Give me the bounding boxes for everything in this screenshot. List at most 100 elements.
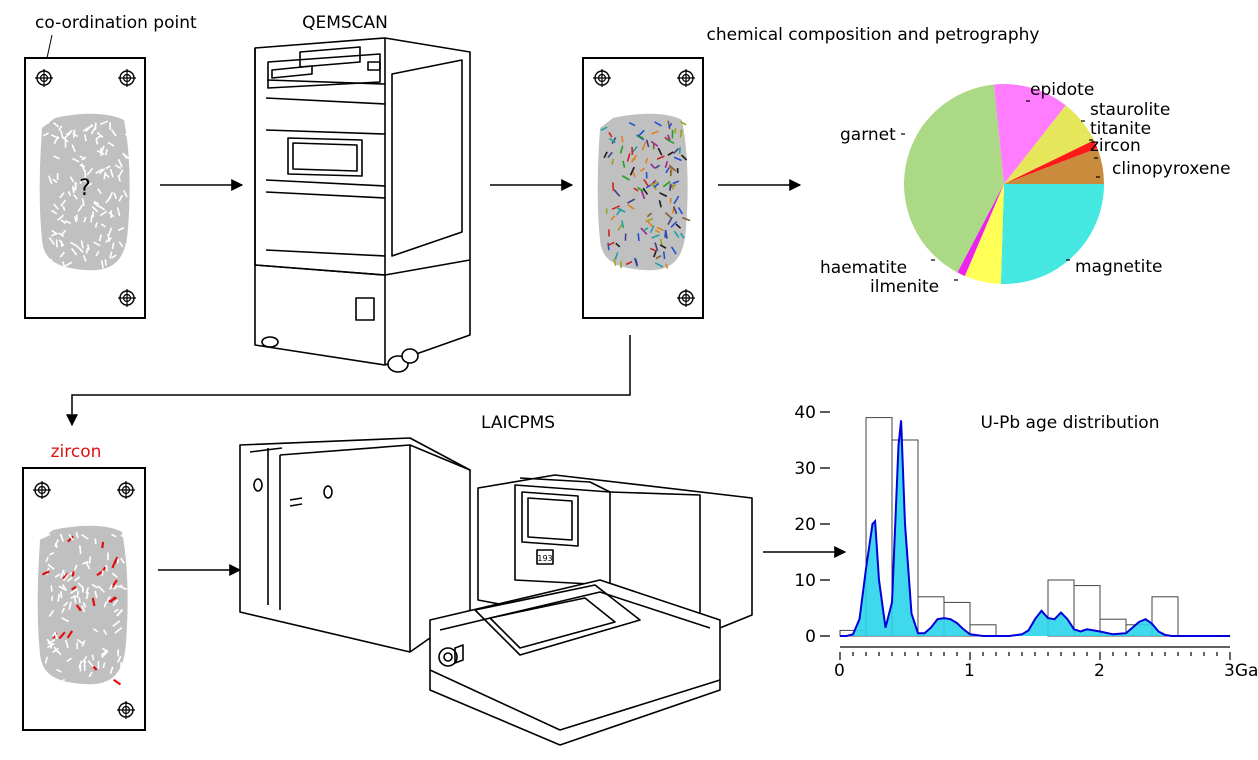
mineral-grain xyxy=(62,136,69,143)
kde-line xyxy=(840,420,1230,637)
mineral-grain xyxy=(116,558,120,564)
mineral-grain xyxy=(671,183,677,190)
mineral-grain xyxy=(653,182,660,188)
mineral-grain xyxy=(71,185,75,193)
mineral-grain xyxy=(71,585,77,591)
mineral-grain xyxy=(104,173,110,178)
laser-unit-display: 193 xyxy=(537,554,552,563)
mineral-grain xyxy=(124,123,130,128)
mineral-grain xyxy=(107,141,115,147)
mineral-grain xyxy=(105,564,108,572)
mineral-grain xyxy=(654,262,664,268)
mineral-grain xyxy=(109,584,113,590)
mineral-grain xyxy=(88,671,93,678)
mineral-grain xyxy=(646,212,653,218)
mineral-grain xyxy=(643,179,649,187)
mineral-grain xyxy=(60,591,63,599)
mineral-grain xyxy=(97,188,102,195)
mineral-grain xyxy=(48,236,56,246)
mineral-grain xyxy=(111,533,117,538)
mineral-grain xyxy=(659,244,667,249)
mineral-grain xyxy=(54,539,59,547)
mineral-grain xyxy=(673,128,677,134)
age-chart-title: U-Pb age distribution xyxy=(981,413,1160,433)
mineral-grain xyxy=(83,134,87,142)
mineral-grain xyxy=(49,551,55,556)
mineral-grain xyxy=(651,234,660,239)
mineral-grain xyxy=(85,587,90,594)
mineral-grain xyxy=(658,200,662,208)
mineral-grain xyxy=(95,168,103,174)
mineral-grain xyxy=(62,205,66,211)
mineral-grain xyxy=(645,217,654,223)
mineral-grain xyxy=(649,225,655,233)
mineral-grain xyxy=(60,199,67,207)
mineral-grain xyxy=(53,203,59,210)
mineral-grain xyxy=(59,192,65,199)
mineral-grain xyxy=(63,601,69,607)
y-tick-label: 0 xyxy=(805,627,816,647)
pie-slice-clinopyroxene xyxy=(1004,148,1104,184)
mineral-grain xyxy=(109,168,114,178)
mineral-grain xyxy=(670,246,677,255)
mineral-grain xyxy=(124,133,132,140)
mineral-grain xyxy=(673,230,680,239)
mineral-grain xyxy=(57,593,61,602)
mineral-grain xyxy=(669,183,672,191)
mineral-grain xyxy=(117,655,122,663)
mineral-grain xyxy=(41,570,50,576)
y-tick-label: 10 xyxy=(794,571,816,591)
mineral-grain xyxy=(672,180,680,185)
mineral-grain xyxy=(98,234,103,242)
mineral-grain xyxy=(61,617,70,623)
mineral-grain xyxy=(662,251,666,260)
pie-slice-epidote xyxy=(993,83,1066,184)
mineral-grain xyxy=(626,203,635,210)
laser-unit-screen xyxy=(521,491,579,547)
pie-slice-haematite xyxy=(957,184,1004,277)
mineral-grain xyxy=(668,164,677,172)
mineral-grain xyxy=(608,137,616,144)
mineral-grain xyxy=(633,187,639,192)
mineral-grain xyxy=(60,130,64,139)
mineral-grain xyxy=(47,639,56,645)
mineral-grain xyxy=(122,152,130,160)
mineral-grain xyxy=(91,583,99,589)
qemscan-instrument: QEMSCAN xyxy=(254,13,471,373)
mineral-grain xyxy=(621,136,624,143)
mineral-grain xyxy=(90,214,93,223)
mineral-grain xyxy=(84,170,87,178)
mineral-grain xyxy=(58,239,65,247)
mineral-grain xyxy=(626,153,631,162)
mineral-grain xyxy=(50,595,54,602)
mineral-grain xyxy=(101,541,105,549)
mineral-grain xyxy=(650,247,658,252)
mineral-grain xyxy=(109,666,114,674)
mineral-grain xyxy=(116,207,121,217)
mineral-grain xyxy=(610,215,616,221)
pie-label-staurolite: staurolite xyxy=(1090,100,1170,120)
coordination-point-label: co-ordination point xyxy=(35,13,197,33)
mineral-grain xyxy=(660,238,663,245)
age-distribution-chart: U-Pb age distribution 0 10 20 30 40 0 1 2 3Ga xyxy=(794,403,1258,681)
mineral-grain xyxy=(641,141,647,151)
mineral-grain xyxy=(42,121,50,126)
mineral-grain xyxy=(46,638,52,645)
mineral-grain xyxy=(652,251,657,258)
mineral-grain xyxy=(81,605,86,613)
mineral-grain xyxy=(611,182,615,191)
mineral-grain xyxy=(82,656,88,663)
mineral-grain xyxy=(640,190,646,200)
mineral-grain xyxy=(93,241,101,247)
mineral-grain xyxy=(59,533,65,542)
mineral-grain xyxy=(667,134,671,141)
mineral-grain xyxy=(61,584,67,590)
pie-label-titanite: titanite xyxy=(1090,119,1151,139)
mineral-grain xyxy=(73,194,78,200)
composition-title: chemical composition and petrography xyxy=(707,25,1040,45)
mineral-grain xyxy=(81,163,86,172)
pie-label-epidote: epidote xyxy=(1030,80,1094,100)
pie-label-haematite: haematite xyxy=(820,258,907,278)
mineral-grain xyxy=(74,576,81,582)
